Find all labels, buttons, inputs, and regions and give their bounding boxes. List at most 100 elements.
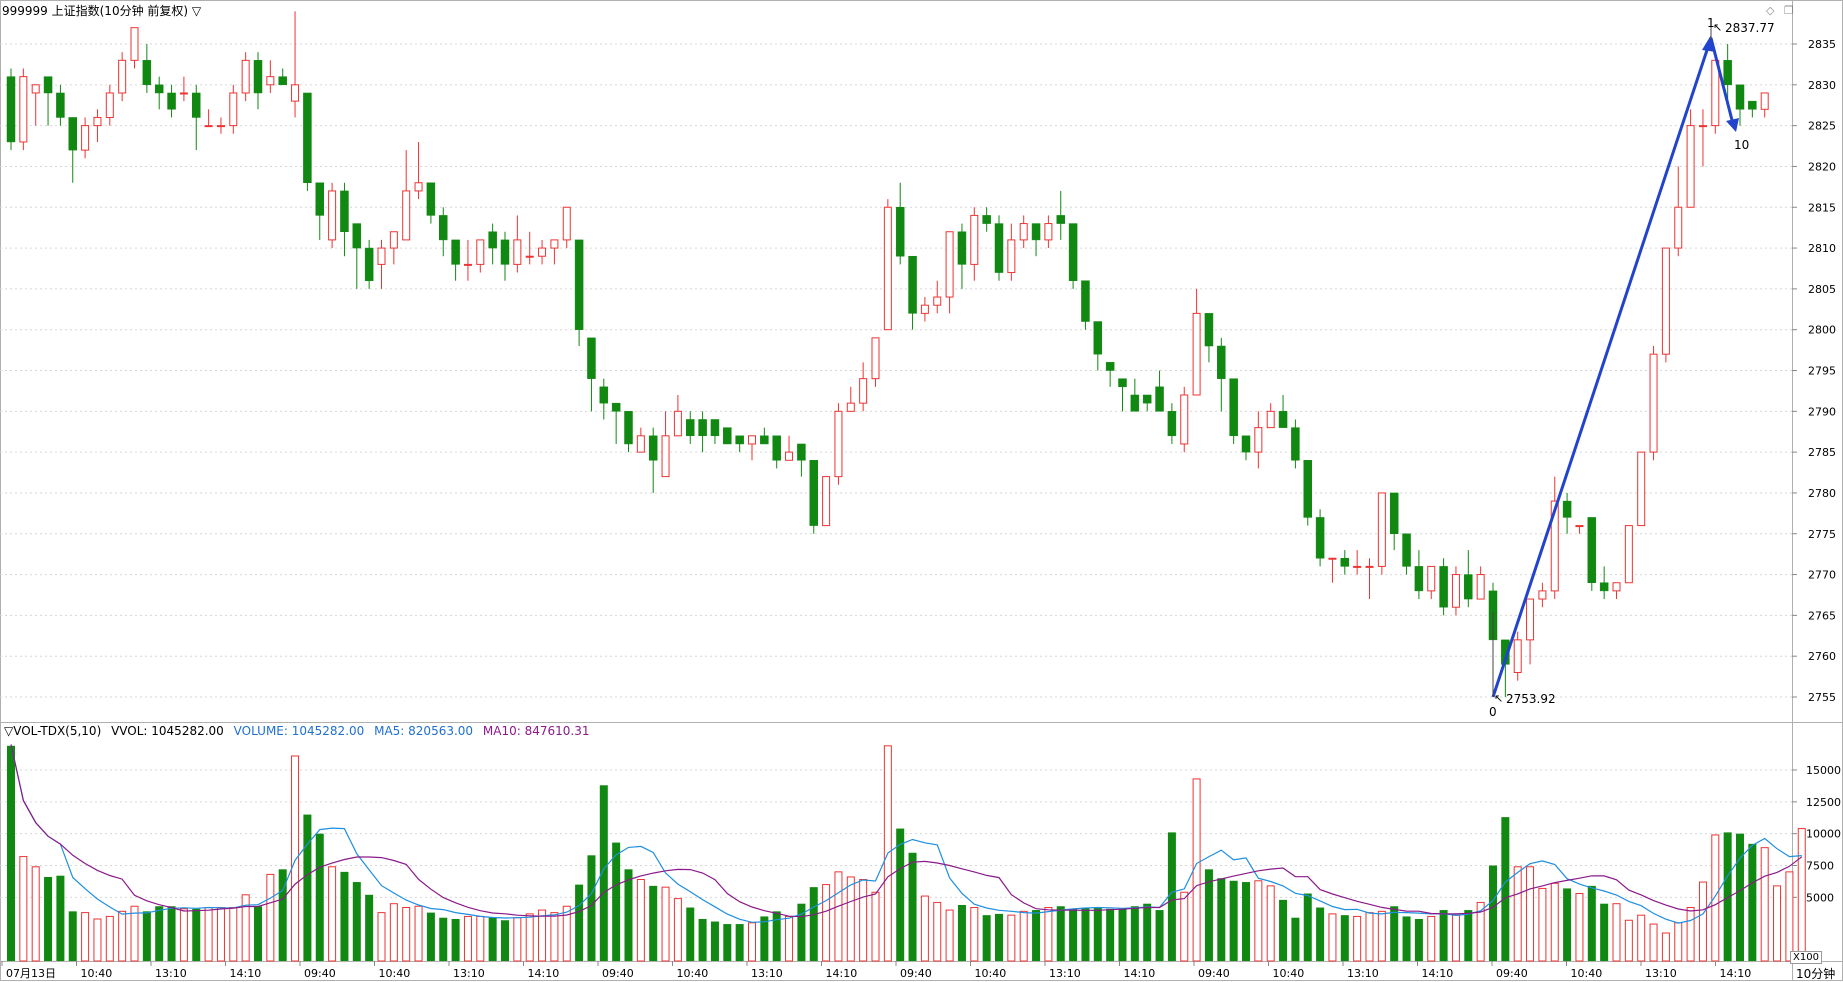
candlestick[interactable] — [1476, 566, 1485, 600]
volume-bar-up[interactable] — [31, 866, 40, 962]
volume-bar-up[interactable] — [1513, 866, 1522, 962]
volume-bar-down[interactable] — [649, 885, 658, 961]
candlestick[interactable] — [834, 403, 843, 485]
volume-bar-up[interactable] — [1674, 922, 1683, 962]
candlestick[interactable] — [574, 239, 584, 347]
volume-bar-down[interactable] — [142, 911, 151, 961]
volume-bar-down[interactable] — [908, 852, 917, 961]
candlestick[interactable] — [1068, 223, 1078, 289]
volume-bar-up[interactable] — [785, 915, 794, 962]
volume-bar-up[interactable] — [970, 907, 979, 962]
trend-line-up[interactable] — [1491, 37, 1713, 698]
volume-bar-down[interactable] — [426, 912, 435, 961]
candlestick[interactable] — [1439, 558, 1448, 616]
candlestick[interactable] — [1365, 558, 1374, 600]
candlestick[interactable] — [920, 297, 929, 322]
candlestick[interactable] — [1389, 492, 1399, 551]
candlestick[interactable] — [686, 411, 695, 444]
volume-bar-up[interactable] — [1698, 881, 1707, 962]
volume-bar-down[interactable] — [1501, 817, 1510, 961]
volume-bar-up[interactable] — [834, 871, 843, 962]
volume-bar-up[interactable] — [1538, 887, 1547, 962]
volume-bar-down[interactable] — [44, 876, 53, 961]
volume-bar-up[interactable] — [1427, 915, 1436, 962]
volume-bar-down[interactable] — [1291, 917, 1300, 961]
candlestick[interactable] — [1698, 109, 1707, 167]
candlestick[interactable] — [1155, 370, 1164, 412]
volume-bar-down[interactable] — [1316, 907, 1325, 961]
volume-bar-up[interactable] — [661, 886, 670, 962]
volume-bar-up[interactable] — [476, 915, 485, 962]
volume-bar-up[interactable] — [389, 903, 398, 962]
candlestick[interactable] — [253, 52, 263, 110]
candlestick[interactable] — [933, 280, 942, 314]
volume-bar-up[interactable] — [1044, 907, 1053, 962]
candlestick[interactable] — [1217, 337, 1226, 412]
volume-bar-down[interactable] — [1439, 910, 1448, 961]
candlestick[interactable] — [1723, 44, 1732, 102]
candlestick[interactable] — [673, 394, 682, 437]
candlestick[interactable] — [1328, 557, 1337, 583]
candlestick[interactable] — [1686, 109, 1695, 208]
candlestick[interactable] — [93, 109, 102, 142]
volume-bar-up[interactable] — [1476, 901, 1485, 962]
volume-bar-up[interactable] — [179, 908, 188, 962]
candlestick[interactable] — [389, 231, 398, 265]
candlestick[interactable] — [970, 207, 979, 281]
candlestick[interactable] — [661, 411, 670, 478]
candlestick[interactable] — [31, 84, 40, 126]
volume-bar-up[interactable] — [525, 913, 534, 962]
candlestick[interactable] — [439, 207, 448, 257]
volume-bar-down[interactable] — [575, 884, 584, 961]
volume-bar-down[interactable] — [192, 908, 201, 961]
volume-bar-up[interactable] — [328, 866, 337, 962]
candlestick[interactable] — [19, 68, 28, 151]
candlestick[interactable] — [1031, 223, 1041, 257]
candlestick[interactable] — [130, 27, 139, 69]
candlestick[interactable] — [871, 337, 880, 387]
candlestick[interactable] — [1748, 100, 1757, 118]
candlestick[interactable] — [1538, 582, 1547, 608]
volume-bar-up[interactable] — [1661, 932, 1670, 962]
candlestick[interactable] — [1649, 346, 1658, 461]
volume-bar-down[interactable] — [1143, 903, 1152, 961]
diamond-icon[interactable]: ◇ — [1766, 4, 1775, 17]
volume-bar-up[interactable] — [1377, 910, 1386, 962]
volume-bar-down[interactable] — [982, 915, 991, 961]
candlestick[interactable] — [56, 84, 65, 126]
candlestick[interactable] — [1377, 492, 1386, 575]
candlestick[interactable] — [68, 117, 77, 183]
candlestick[interactable] — [500, 231, 510, 281]
volume-bar-down[interactable] — [68, 911, 77, 961]
volume-bar-up[interactable] — [1711, 834, 1720, 962]
volume-bar-down[interactable] — [624, 869, 633, 961]
candlestick[interactable] — [1451, 566, 1460, 616]
candlestick[interactable] — [142, 44, 152, 93]
volume-bar-down[interactable] — [1056, 906, 1065, 961]
trend-line-down[interactable] — [1709, 37, 1736, 129]
volume-bar-down[interactable] — [1167, 832, 1176, 961]
candlestick[interactable] — [1081, 280, 1090, 330]
candlestick[interactable] — [735, 435, 744, 453]
volume-bar-up[interactable] — [1686, 907, 1695, 962]
volume-bar-down[interactable] — [278, 869, 287, 961]
candlestick[interactable] — [278, 68, 287, 86]
volume-bar-up[interactable] — [93, 918, 102, 962]
candlestick[interactable] — [216, 117, 225, 134]
candlestick[interactable] — [599, 378, 609, 420]
candlestick[interactable] — [1562, 492, 1572, 534]
candlestick[interactable] — [179, 76, 188, 102]
candlestick[interactable] — [1464, 550, 1473, 608]
volume-bar-down[interactable] — [365, 894, 374, 961]
volume-bar-down[interactable] — [1414, 918, 1423, 961]
volume-bar-down[interactable] — [254, 906, 262, 961]
candlestick[interactable] — [723, 427, 732, 445]
candlestick[interactable] — [43, 76, 53, 126]
volume-bar-down[interactable] — [1279, 899, 1288, 961]
candlestick[interactable] — [1019, 215, 1028, 249]
volume-bar-up[interactable] — [513, 917, 522, 962]
volume-bar-down[interactable] — [1229, 880, 1238, 961]
candlestick[interactable] — [402, 150, 411, 241]
volume-bar-up[interactable] — [402, 907, 411, 962]
